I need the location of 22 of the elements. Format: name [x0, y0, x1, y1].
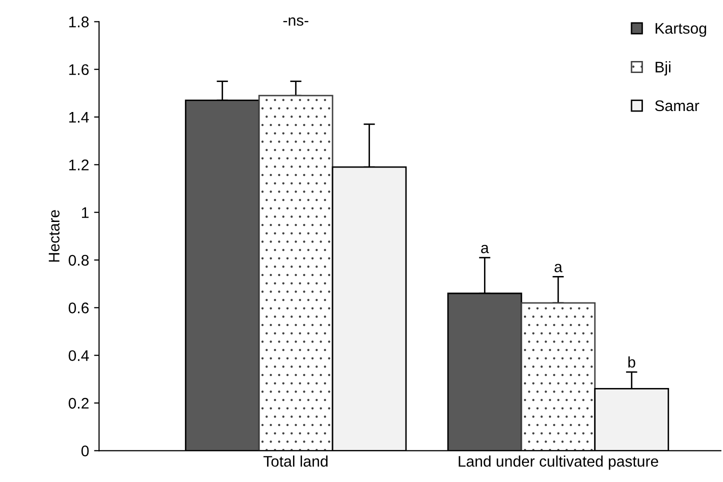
y-axis-title: Hectare	[48, 210, 60, 262]
annotation: a	[481, 244, 489, 254]
y-tick-label: 0.4	[68, 350, 89, 362]
annotation: a	[554, 264, 562, 272]
annotation: b	[628, 356, 636, 368]
y-tick-label: 1	[82, 207, 89, 218]
y-tick-label: 0	[81, 446, 89, 456]
x-tick-label: Total land	[263, 456, 328, 467]
legend-label: Kartsog	[656, 23, 706, 37]
x-tick-label: Land under cultivated pasture	[458, 456, 658, 470]
bar	[520, 302, 596, 451]
y-tick-label: 1.4	[69, 112, 89, 123]
y-tick-label: 0.2	[68, 398, 89, 409]
legend-label: Bji	[656, 61, 670, 76]
y-tick-label: 0.6	[68, 302, 89, 314]
y-tick-label: 1.8	[69, 16, 89, 28]
bar	[258, 94, 334, 451]
annotation: -ns-	[283, 17, 308, 26]
legend-label: Samar	[655, 100, 700, 112]
y-tick-label: 0.8	[68, 254, 89, 266]
y-tick-label: 1.2	[69, 160, 89, 170]
y-tick-label: 1.6	[69, 64, 89, 76]
